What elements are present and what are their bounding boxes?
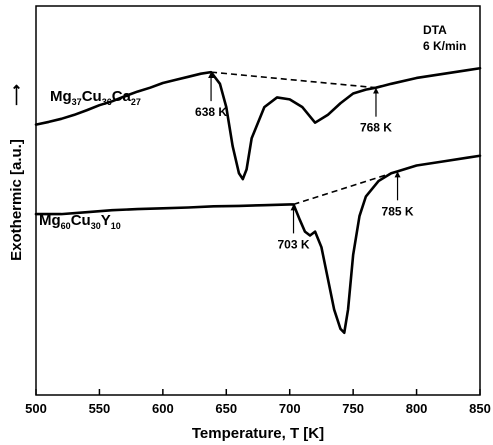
series-label-mg37cu36ca27: Mg37Cu36Ca27 — [50, 88, 141, 107]
series-label-part: 27 — [131, 97, 141, 107]
y-axis-title-group: Exothermic [a.u.] ⟶ — [8, 84, 25, 261]
annotation-label-2: 703 K — [278, 237, 310, 251]
temperature-annotations: 638 K 768 K 703 K 785 K — [195, 72, 414, 251]
baseline-0 — [210, 71, 377, 89]
corner-label-line1: DTA — [423, 23, 447, 37]
annotation-label-1: 768 K — [360, 121, 392, 135]
series-label-part: 10 — [111, 221, 121, 231]
corner-label-line2: 6 K/min — [423, 39, 466, 53]
x-axis-ticks — [35, 389, 481, 395]
series-label-mg60cu30y10: Mg60Cu30Y10 — [39, 212, 121, 231]
x-tick-label-650: 650 — [215, 401, 237, 416]
x-tick-label-500: 500 — [25, 401, 47, 416]
x-tick-label-550: 550 — [89, 401, 111, 416]
x-tick-label-700: 700 — [279, 401, 301, 416]
series-label-part: Cu — [71, 212, 91, 229]
baseline-lines — [210, 71, 398, 206]
y-axis-arrow: ⟶ — [8, 84, 25, 106]
series-label-part: Cu — [82, 88, 102, 105]
series-label-part: Y — [101, 212, 111, 229]
x-tick-label-800: 800 — [406, 401, 428, 416]
x-axis-tick-labels: 500 550 600 650 700 750 800 850 — [25, 401, 491, 416]
series-label-part: 37 — [72, 97, 82, 107]
series-label-part: Mg — [50, 88, 72, 105]
plot-area — [35, 5, 481, 396]
y-axis-title: Exothermic [a.u.] — [8, 139, 25, 261]
x-tick-label-600: 600 — [152, 401, 174, 416]
series-line-0 — [34, 66, 482, 181]
x-axis-title: Temperature, T [K] — [192, 425, 324, 442]
baseline-1 — [293, 170, 398, 206]
series-lines — [34, 66, 482, 335]
series-label-part: 30 — [91, 221, 101, 231]
series-line-1 — [34, 154, 482, 335]
annotation-label-0: 638 K — [195, 105, 227, 119]
annotation-label-3: 785 K — [382, 204, 414, 218]
x-tick-label-750: 750 — [342, 401, 364, 416]
series-label-part: 60 — [61, 221, 71, 231]
series-label-part: Mg — [39, 212, 61, 229]
x-tick-label-850: 850 — [469, 401, 491, 416]
